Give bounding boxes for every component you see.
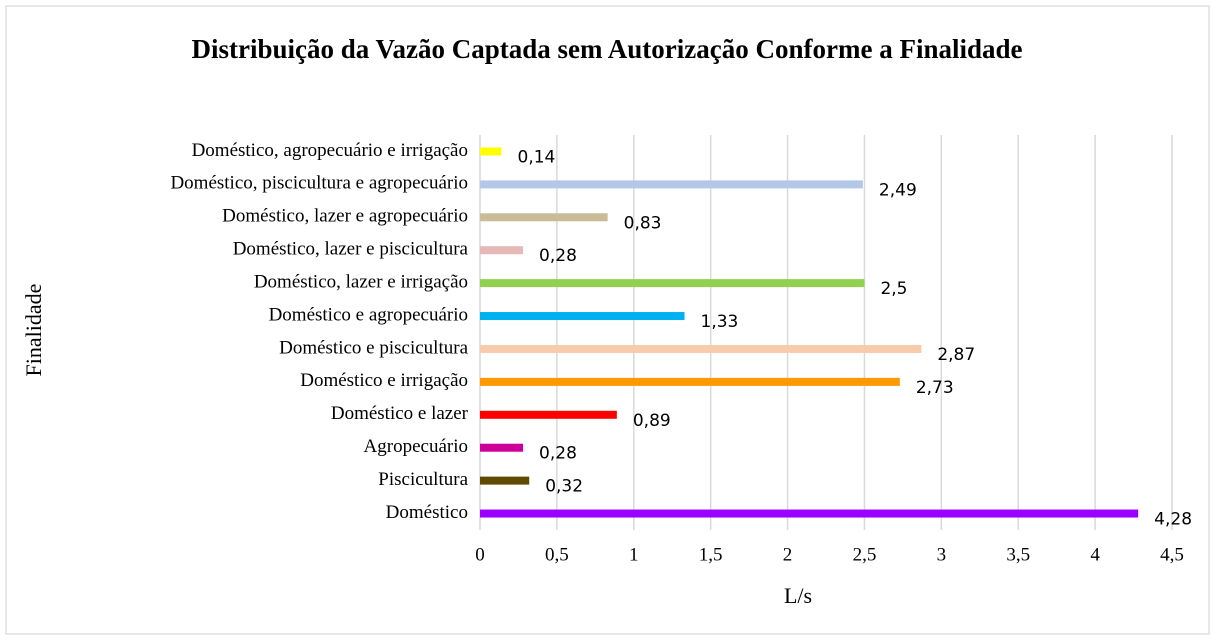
y-tick-label: Doméstico e piscicultura [279, 337, 468, 358]
chart-title: Distribuição da Vazão Captada sem Autori… [191, 34, 1023, 64]
value-label: 0,14 [518, 147, 556, 167]
x-tick-label: 0,5 [545, 544, 569, 565]
x-axis-label: L/s [784, 583, 812, 608]
y-tick-label: Doméstico, lazer e piscicultura [233, 239, 469, 260]
y-tick-label: Agropecuário [364, 436, 468, 457]
y-tick-label: Doméstico, lazer e irrigação [254, 271, 468, 292]
value-label: 1,33 [701, 312, 739, 332]
bar [480, 443, 524, 452]
value-label: 2,87 [937, 345, 975, 365]
x-tick-label: 2,5 [853, 544, 877, 565]
value-label: 2,49 [879, 180, 917, 200]
value-label: 2,73 [916, 378, 954, 398]
y-tick-label: Doméstico e lazer [331, 403, 469, 424]
value-label: 0,83 [624, 213, 662, 233]
x-tick-label: 3 [937, 544, 947, 565]
x-tick-label: 2 [783, 544, 793, 565]
bar [480, 279, 865, 288]
bar [480, 312, 685, 321]
value-label: 0,32 [545, 477, 583, 497]
bar [480, 476, 530, 485]
bar [480, 377, 900, 386]
bar [480, 344, 922, 353]
x-tick-label: 4 [1090, 544, 1100, 565]
value-label: 0,28 [539, 444, 577, 464]
y-tick-label: Piscicultura [378, 469, 468, 490]
y-tick-label: Doméstico e agropecuário [269, 304, 468, 325]
bar [480, 213, 608, 222]
y-axis-label: Finalidade [21, 284, 46, 377]
value-label: 4,28 [1154, 510, 1192, 530]
chart-border [5, 5, 1210, 635]
bar [480, 180, 863, 189]
x-tick-label: 1 [629, 544, 639, 565]
y-tick-label: Doméstico [386, 502, 468, 523]
y-tick-label: Doméstico, piscicultura e agropecuário [170, 173, 468, 194]
bar [480, 147, 502, 156]
bar [480, 246, 524, 255]
bar [480, 509, 1139, 518]
x-tick-label: 4,5 [1160, 544, 1184, 565]
y-tick-label: Doméstico, agropecuário e irrigação [192, 140, 468, 161]
bar [480, 410, 617, 419]
value-label: 0,89 [633, 411, 671, 431]
value-label: 0,28 [539, 246, 577, 266]
y-tick-label: Doméstico, lazer e agropecuário [222, 206, 468, 227]
value-label: 2,5 [880, 279, 907, 299]
y-tick-label: Doméstico e irrigação [300, 370, 468, 391]
x-tick-label: 3,5 [1006, 544, 1030, 565]
x-tick-label: 0 [475, 544, 485, 565]
x-tick-label: 1,5 [699, 544, 723, 565]
